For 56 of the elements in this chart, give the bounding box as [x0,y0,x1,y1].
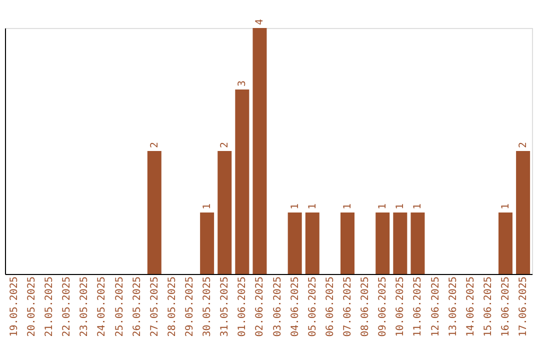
data-label: 2 [518,142,530,148]
x-tick-label: 26.05.2025 [132,276,143,337]
x-tick-label: 16.06.2025 [500,276,512,337]
data-label: 1 [395,203,406,210]
x-tick-label: 07.06.2025 [342,276,354,337]
x-tick-label: 13.06.2025 [448,276,459,337]
x-tick-label: 14.06.2025 [465,276,476,337]
bar [516,151,530,274]
data-label: 3 [237,80,248,86]
data-label: 1 [378,203,389,210]
x-tick-label: 04.06.2025 [290,276,301,337]
data-label: 1 [307,203,318,210]
x-tick-label: 24.05.2025 [96,276,108,337]
data-label: 1 [202,203,214,210]
bar [288,212,302,274]
x-tick-label: 12.06.2025 [430,276,442,337]
x-tick-label: 05.06.2025 [307,276,318,337]
data-label: 2 [149,142,160,148]
x-tick-label: 11.06.2025 [412,276,424,337]
x-tick-label: 23.05.2025 [79,276,90,337]
x-tick-label: 10.06.2025 [395,276,406,337]
bar [218,151,232,274]
x-tick-label: 20.05.2025 [26,276,38,337]
x-tick-label: 15.06.2025 [482,276,494,337]
x-tick-label: 09.06.2025 [378,276,389,337]
x-tick-label: 21.05.2025 [44,276,56,337]
x-tick-label: 19.05.2025 [8,276,20,337]
data-label: 1 [290,203,301,210]
x-tick-label: 25.05.2025 [114,276,126,337]
bar [252,28,267,274]
x-tick-label: 06.06.2025 [324,276,336,337]
bar [305,212,320,274]
x-tick-label: 01.06.2025 [237,276,248,337]
bar [200,212,214,274]
x-tick-label: 29.05.2025 [184,276,196,337]
bar [410,212,425,274]
x-tick-label: 31.05.2025 [220,276,231,337]
x-tick-label: 27.05.2025 [149,276,160,337]
x-tick-label: 28.05.2025 [166,276,178,337]
bar [376,212,390,274]
x-tick-label: 30.05.2025 [202,276,214,337]
data-label: 1 [342,203,354,210]
bar [393,212,408,274]
bar [340,212,354,274]
x-tick-label: 02.06.2025 [254,276,266,337]
data-label: 4 [254,18,266,25]
data-label: 1 [500,203,512,210]
x-tick-label: 03.06.2025 [272,276,284,337]
bar [147,151,162,274]
x-tick-label: 08.06.2025 [360,276,372,337]
bar [235,90,250,274]
bar [498,212,512,274]
x-tick-label: 22.05.2025 [62,276,73,337]
data-label: 1 [412,203,424,210]
x-tick-label: 17.06.2025 [518,276,530,337]
data-label: 2 [220,142,231,148]
